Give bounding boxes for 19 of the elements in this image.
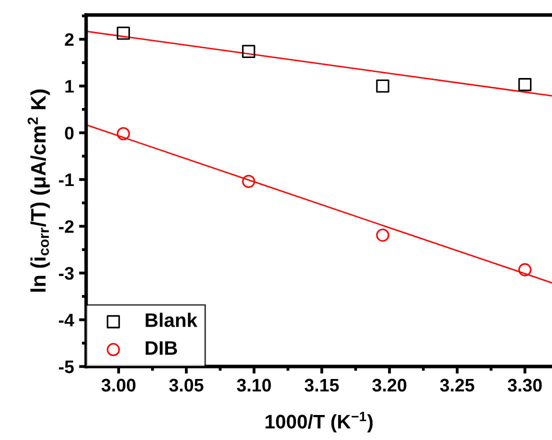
legend-label: DIB — [146, 341, 178, 355]
y-tick-label: 0 — [64, 126, 74, 140]
x-tick-label: 3.00 — [101, 378, 136, 392]
y-tick-label: 1 — [65, 80, 74, 93]
y-tick-label: -1 — [58, 174, 74, 186]
y-tick-label: -2 — [58, 220, 74, 233]
y-axis-title: ln (i$_{corr}$/T) (μA/cm$^{2}$ K) — [28, 90, 50, 292]
x-tick-label: 3.10 — [236, 378, 271, 392]
x-tick-label: 3.15 — [304, 378, 339, 392]
y-tick-label: -3 — [58, 266, 74, 280]
x-tick-label: 3.25 — [440, 378, 474, 392]
legend-label: Blank — [146, 312, 198, 328]
y-tick-label: 2 — [64, 33, 74, 46]
x-tick-label: 3.20 — [372, 378, 406, 392]
x-tick-label: 3.05 — [169, 378, 204, 392]
x-tick-label: 3.30 — [508, 378, 542, 392]
x-axis-title: 1000/T (K$^{−1}$) — [266, 412, 373, 432]
y-tick-label: -4 — [58, 314, 74, 326]
y-tick-label: -5 — [58, 360, 74, 374]
